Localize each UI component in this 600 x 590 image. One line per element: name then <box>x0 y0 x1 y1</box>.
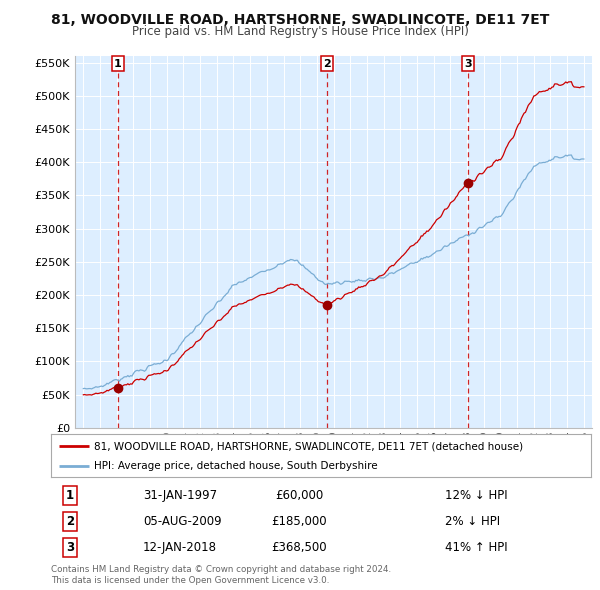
Text: 3: 3 <box>66 541 74 554</box>
Text: £60,000: £60,000 <box>275 489 323 502</box>
Text: Contains HM Land Registry data © Crown copyright and database right 2024.
This d: Contains HM Land Registry data © Crown c… <box>51 565 391 585</box>
Text: 3: 3 <box>464 58 472 68</box>
Text: 31-JAN-1997: 31-JAN-1997 <box>143 489 217 502</box>
Text: £368,500: £368,500 <box>272 541 327 554</box>
Text: 41% ↑ HPI: 41% ↑ HPI <box>445 541 508 554</box>
Text: 2: 2 <box>323 58 331 68</box>
Text: 81, WOODVILLE ROAD, HARTSHORNE, SWADLINCOTE, DE11 7ET (detached house): 81, WOODVILLE ROAD, HARTSHORNE, SWADLINC… <box>94 441 523 451</box>
Text: 12% ↓ HPI: 12% ↓ HPI <box>445 489 508 502</box>
Text: HPI: Average price, detached house, South Derbyshire: HPI: Average price, detached house, Sout… <box>94 461 378 471</box>
Text: 2: 2 <box>66 515 74 528</box>
Text: 2% ↓ HPI: 2% ↓ HPI <box>445 515 500 528</box>
Text: £185,000: £185,000 <box>272 515 327 528</box>
Text: Price paid vs. HM Land Registry's House Price Index (HPI): Price paid vs. HM Land Registry's House … <box>131 25 469 38</box>
Text: 1: 1 <box>66 489 74 502</box>
Text: 1: 1 <box>114 58 122 68</box>
Text: 05-AUG-2009: 05-AUG-2009 <box>143 515 221 528</box>
Text: 12-JAN-2018: 12-JAN-2018 <box>143 541 217 554</box>
Text: 81, WOODVILLE ROAD, HARTSHORNE, SWADLINCOTE, DE11 7ET: 81, WOODVILLE ROAD, HARTSHORNE, SWADLINC… <box>51 13 549 27</box>
